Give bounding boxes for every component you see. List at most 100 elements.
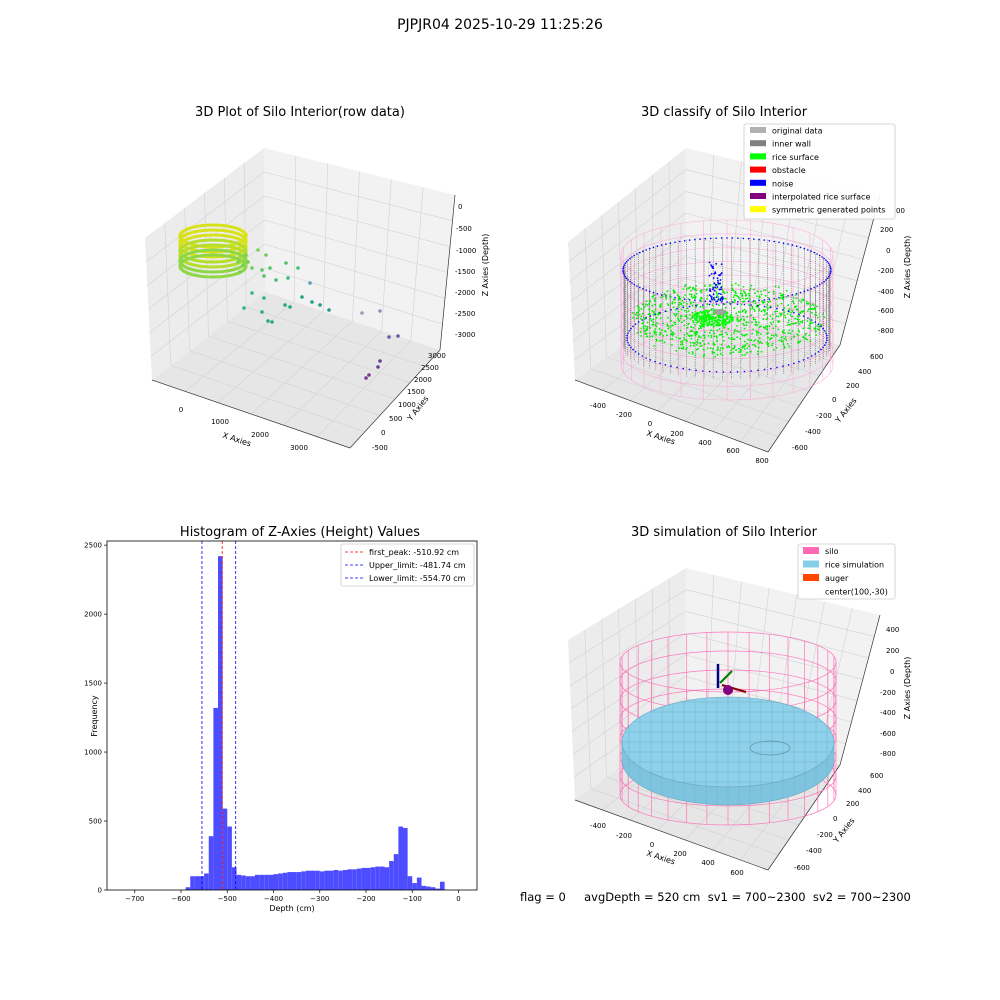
data-point bbox=[310, 300, 314, 304]
rice-surface-point bbox=[669, 338, 672, 340]
rice-surface-point bbox=[675, 350, 678, 352]
noise-point bbox=[793, 311, 795, 314]
rice-surface-point bbox=[811, 303, 814, 305]
rice-surface-point bbox=[754, 339, 757, 341]
side-pane bbox=[145, 148, 265, 380]
hist-bar bbox=[268, 874, 274, 890]
data-point bbox=[203, 233, 207, 237]
rice-surface-point bbox=[774, 285, 777, 288]
rice-surface-point bbox=[742, 286, 745, 288]
rice-surface-point bbox=[690, 337, 693, 340]
noise-point bbox=[629, 280, 631, 283]
rice-surface-point bbox=[767, 336, 769, 339]
noise-point bbox=[814, 321, 817, 323]
data-point bbox=[203, 253, 207, 257]
rice-surface-point bbox=[711, 322, 714, 325]
noise-point bbox=[827, 262, 830, 265]
panel2-z-ticks: 00 200 0 -200 -400 -600 -800 bbox=[878, 207, 905, 335]
rice-surface-point bbox=[692, 301, 694, 304]
gridline bbox=[618, 201, 623, 346]
rice-surface-point bbox=[704, 312, 707, 314]
x-tick: 0 bbox=[648, 420, 652, 428]
rice-surface-point bbox=[642, 308, 645, 310]
rice-surface-point bbox=[751, 301, 754, 303]
rice-surface-point bbox=[748, 294, 751, 297]
rice-surface-point bbox=[708, 320, 711, 322]
rice-surface-point bbox=[775, 315, 778, 318]
rice-surface-point bbox=[688, 293, 691, 296]
noise-point bbox=[639, 251, 641, 254]
rice-surface-point bbox=[660, 306, 662, 308]
y-tick: 0 bbox=[833, 815, 837, 823]
rice-surface-point bbox=[697, 336, 700, 338]
noise-point bbox=[778, 296, 780, 299]
rice-surface-point bbox=[712, 347, 714, 350]
z-tick-partial: 00 bbox=[896, 207, 905, 215]
rice-surface-point bbox=[798, 330, 800, 333]
rice-surface-point bbox=[706, 321, 709, 324]
rice-surface-point bbox=[643, 305, 646, 308]
data-point bbox=[217, 233, 221, 237]
noise-point bbox=[758, 299, 760, 302]
noise-point bbox=[820, 348, 822, 351]
noise-point bbox=[757, 369, 759, 372]
rice-surface-point bbox=[680, 347, 683, 350]
hist-bar bbox=[236, 874, 242, 890]
rice-surface-point bbox=[653, 294, 655, 297]
noise-point bbox=[726, 237, 728, 239]
noise-point bbox=[823, 280, 825, 283]
rice-surface-point bbox=[693, 331, 696, 333]
rice-surface-point bbox=[787, 332, 790, 335]
data-point bbox=[250, 291, 254, 295]
noise-point bbox=[726, 301, 728, 303]
noise-point bbox=[631, 282, 633, 284]
rice-surface-point bbox=[754, 324, 757, 326]
rice-surface-point bbox=[686, 346, 688, 349]
noise-point bbox=[817, 323, 820, 326]
noise-point bbox=[782, 309, 784, 311]
rice-surface-point bbox=[778, 339, 781, 342]
x-tick-label: −400 bbox=[264, 895, 283, 903]
hist-bar bbox=[426, 886, 431, 890]
rice-surface-point bbox=[749, 308, 752, 310]
noise-point bbox=[688, 305, 691, 308]
rice-surface-point bbox=[743, 291, 746, 294]
silo-wireframe bbox=[620, 329, 834, 401]
floor-pane bbox=[152, 292, 440, 448]
noise-point bbox=[627, 341, 629, 344]
noise-point bbox=[807, 249, 809, 251]
z-tick: 200 bbox=[880, 226, 893, 234]
rice-surface-point bbox=[722, 314, 725, 317]
data-point bbox=[260, 268, 264, 272]
rice-surface-point bbox=[699, 318, 702, 321]
legend-label: interpolated rice surface bbox=[772, 193, 870, 202]
gridline bbox=[629, 312, 730, 401]
noise-point bbox=[799, 291, 802, 294]
noise-point bbox=[810, 288, 812, 290]
hist-bar bbox=[342, 870, 348, 890]
rice-surface-point bbox=[733, 301, 736, 303]
data-point bbox=[208, 270, 212, 274]
rice-surface-point bbox=[694, 354, 697, 357]
noise-point bbox=[660, 294, 663, 296]
z-tick: 400 bbox=[886, 626, 899, 634]
z-tick: 0 bbox=[886, 247, 890, 255]
rice-surface-point bbox=[678, 301, 681, 304]
legend-swatch bbox=[750, 179, 766, 186]
panel1-3d-box bbox=[145, 148, 456, 449]
data-point bbox=[238, 270, 242, 274]
noise-point bbox=[656, 293, 659, 295]
rice-surface-point bbox=[718, 333, 721, 336]
noise-point bbox=[628, 344, 630, 346]
rice-surface-point bbox=[642, 321, 645, 324]
rice-surface-point bbox=[659, 331, 662, 334]
noise-point bbox=[720, 273, 722, 275]
rice-surface-point bbox=[699, 290, 702, 293]
rice-surface-point bbox=[704, 309, 706, 312]
rice-surface-point bbox=[683, 333, 686, 336]
data-point bbox=[378, 309, 382, 313]
data-point bbox=[210, 223, 214, 227]
rice-surface-point bbox=[740, 303, 743, 306]
noise-point bbox=[712, 287, 715, 289]
noise-point bbox=[622, 267, 624, 270]
